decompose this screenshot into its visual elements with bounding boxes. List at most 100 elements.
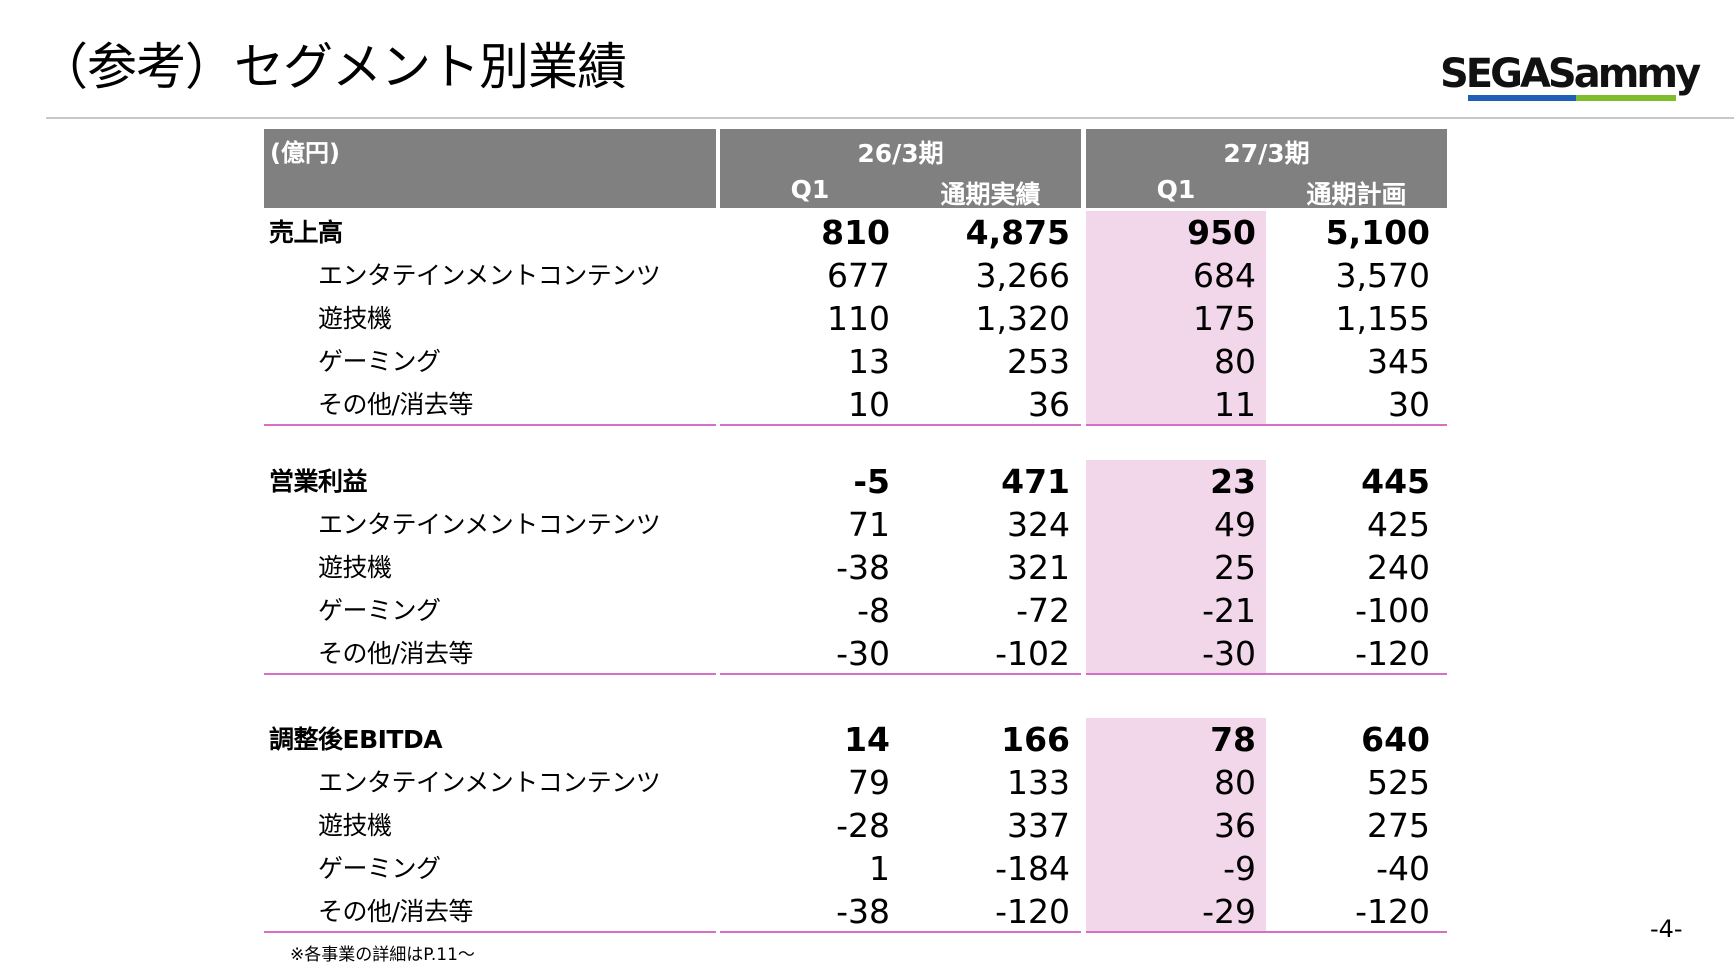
value-cell: 30 bbox=[1388, 385, 1430, 424]
logo-blue-bar bbox=[1468, 95, 1576, 101]
row-label: エンタテインメントコンテンツ bbox=[318, 261, 661, 290]
row-label: ゲーミング bbox=[318, 596, 441, 625]
value-cell: 25 bbox=[1214, 548, 1256, 587]
value-cell: -9 bbox=[1223, 849, 1256, 888]
section-rule bbox=[264, 673, 716, 675]
row-label: エンタテインメントコンテンツ bbox=[318, 510, 661, 539]
highlight-column-ebitda bbox=[1086, 718, 1266, 931]
section-rule bbox=[1086, 673, 1447, 675]
value-cell: 425 bbox=[1367, 505, 1430, 544]
table-row: エンタテインメントコンテンツ 71 324 49 425 bbox=[264, 503, 1447, 546]
value-cell: 23 bbox=[1210, 462, 1256, 501]
section-rule bbox=[264, 931, 716, 933]
value-cell: -120 bbox=[995, 892, 1070, 931]
section-rule bbox=[1086, 424, 1447, 426]
value-cell: 14 bbox=[844, 720, 890, 759]
value-cell: 110 bbox=[827, 299, 890, 338]
row-label: エンタテインメントコンテンツ bbox=[318, 768, 661, 797]
value-cell: 36 bbox=[1028, 385, 1070, 424]
highlight-column-sales bbox=[1086, 211, 1266, 424]
table-row: エンタテインメントコンテンツ 79 133 80 525 bbox=[264, 761, 1447, 804]
value-cell: 324 bbox=[1007, 505, 1070, 544]
value-cell: 445 bbox=[1361, 462, 1430, 501]
value-cell: 810 bbox=[821, 213, 890, 252]
table-header-period-26: 26/3期 Q1 通期実績 bbox=[720, 129, 1081, 209]
value-cell: -40 bbox=[1376, 849, 1430, 888]
row-label: その他/消去等 bbox=[318, 897, 473, 926]
value-cell: 3,266 bbox=[975, 256, 1070, 295]
value-cell: -29 bbox=[1202, 892, 1256, 931]
page-number: -4- bbox=[1650, 915, 1683, 943]
value-cell: 950 bbox=[1187, 213, 1256, 252]
table-row: 遊技機 -28 337 36 275 bbox=[264, 804, 1447, 847]
value-cell: 71 bbox=[848, 505, 890, 544]
value-cell: -30 bbox=[1202, 634, 1256, 673]
value-cell: 80 bbox=[1214, 763, 1256, 802]
value-cell: -120 bbox=[1355, 634, 1430, 673]
value-cell: -72 bbox=[1016, 591, 1070, 630]
value-cell: -38 bbox=[836, 548, 890, 587]
column-header-q1: Q1 bbox=[1156, 175, 1196, 204]
row-label: 遊技機 bbox=[318, 811, 392, 840]
table-row: ゲーミング 1 -184 -9 -40 bbox=[264, 847, 1447, 890]
value-cell: 1 bbox=[869, 849, 890, 888]
value-cell: 36 bbox=[1214, 806, 1256, 845]
value-cell: -30 bbox=[836, 634, 890, 673]
value-cell: 677 bbox=[827, 256, 890, 295]
value-cell: -120 bbox=[1355, 892, 1430, 931]
table-row: 遊技機 -38 321 25 240 bbox=[264, 546, 1447, 589]
value-cell: 471 bbox=[1001, 462, 1070, 501]
section-rule bbox=[720, 931, 1081, 933]
value-cell: 80 bbox=[1214, 342, 1256, 381]
section-rule bbox=[720, 673, 1081, 675]
row-label: 営業利益 bbox=[269, 467, 368, 496]
value-cell: 79 bbox=[848, 763, 890, 802]
table-row: エンタテインメントコンテンツ 677 3,266 684 3,570 bbox=[264, 254, 1447, 297]
row-label: 売上高 bbox=[269, 218, 343, 247]
value-cell: 275 bbox=[1367, 806, 1430, 845]
table-row: ゲーミング -8 -72 -21 -100 bbox=[264, 589, 1447, 632]
page-title: （参考）セグメント別業績 bbox=[38, 38, 627, 96]
table-row-section-total: 調整後EBITDA 14 166 78 640 bbox=[264, 718, 1447, 761]
title-divider bbox=[46, 117, 1734, 119]
footnote: ※各事業の詳細はP.11～ bbox=[290, 945, 475, 965]
value-cell: 5,100 bbox=[1325, 213, 1430, 252]
value-cell: 175 bbox=[1193, 299, 1256, 338]
value-cell: -28 bbox=[836, 806, 890, 845]
value-cell: 1,320 bbox=[975, 299, 1070, 338]
table-header-label-cell: (億円) bbox=[264, 129, 716, 208]
column-header-full-year-actual: 通期実績 bbox=[940, 180, 1041, 209]
table-row: その他/消去等 10 36 11 30 bbox=[264, 383, 1447, 426]
column-header-q1: Q1 bbox=[790, 175, 830, 204]
value-cell: -100 bbox=[1355, 591, 1430, 630]
value-cell: 253 bbox=[1007, 342, 1070, 381]
value-cell: 4,875 bbox=[965, 213, 1070, 252]
value-cell: 321 bbox=[1007, 548, 1070, 587]
column-header-full-year-plan: 通期計画 bbox=[1306, 180, 1407, 209]
value-cell: 1,155 bbox=[1335, 299, 1430, 338]
segasammy-logo: SEGASammy bbox=[1440, 52, 1701, 104]
value-cell: -184 bbox=[995, 849, 1070, 888]
value-cell: 684 bbox=[1193, 256, 1256, 295]
value-cell: 11 bbox=[1214, 385, 1256, 424]
value-cell: -102 bbox=[995, 634, 1070, 673]
value-cell: -38 bbox=[836, 892, 890, 931]
table-header-period-27: 27/3期 Q1 通期計画 bbox=[1086, 129, 1447, 209]
period-label: 26/3期 bbox=[857, 139, 944, 168]
row-label: その他/消去等 bbox=[318, 390, 473, 419]
logo-green-bar bbox=[1576, 95, 1676, 101]
row-label: 調整後EBITDA bbox=[269, 725, 443, 754]
value-cell: 525 bbox=[1367, 763, 1430, 802]
highlight-column-operating-income bbox=[1086, 460, 1266, 673]
value-cell: -5 bbox=[853, 462, 890, 501]
table-row-section-total: 営業利益 -5 471 23 445 bbox=[264, 460, 1447, 503]
table-row: その他/消去等 -30 -102 -30 -120 bbox=[264, 632, 1447, 675]
table-row: 遊技機 110 1,320 175 1,155 bbox=[264, 297, 1447, 340]
period-label: 27/3期 bbox=[1223, 139, 1310, 168]
value-cell: -8 bbox=[857, 591, 890, 630]
value-cell: 640 bbox=[1361, 720, 1430, 759]
row-label: ゲーミング bbox=[318, 347, 441, 376]
row-label: その他/消去等 bbox=[318, 639, 473, 668]
table-row: ゲーミング 13 253 80 345 bbox=[264, 340, 1447, 383]
value-cell: 345 bbox=[1367, 342, 1430, 381]
